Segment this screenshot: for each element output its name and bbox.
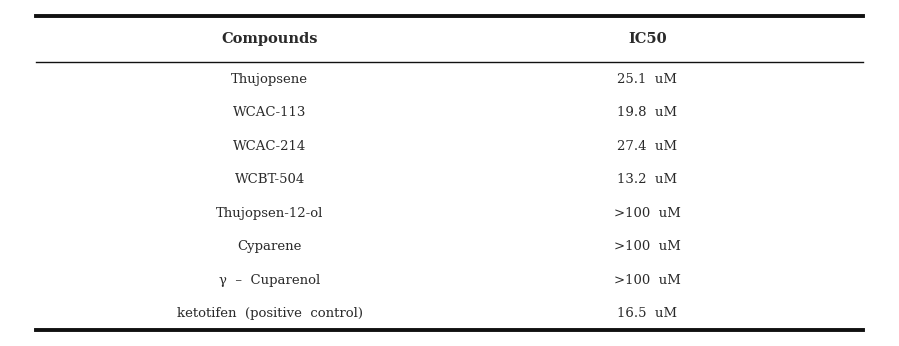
Text: >100  uM: >100 uM <box>614 274 681 286</box>
Text: 19.8  uM: 19.8 uM <box>618 106 677 119</box>
Text: Thujopsene: Thujopsene <box>231 73 308 85</box>
Text: 16.5  uM: 16.5 uM <box>618 307 677 320</box>
Text: WCAC-113: WCAC-113 <box>233 106 307 119</box>
Text: >100  uM: >100 uM <box>614 207 681 220</box>
Text: 13.2  uM: 13.2 uM <box>618 173 677 186</box>
Text: WCAC-214: WCAC-214 <box>233 139 307 153</box>
Text: Compounds: Compounds <box>221 32 318 46</box>
Text: >100  uM: >100 uM <box>614 240 681 253</box>
Text: ketotifen  (positive  control): ketotifen (positive control) <box>177 307 362 320</box>
Text: WCBT-504: WCBT-504 <box>235 173 305 186</box>
Text: 25.1  uM: 25.1 uM <box>618 73 677 85</box>
Text: Cyparene: Cyparene <box>237 240 302 253</box>
Text: IC50: IC50 <box>628 32 666 46</box>
Text: γ  –  Cuparenol: γ – Cuparenol <box>219 274 320 286</box>
Text: 27.4  uM: 27.4 uM <box>618 139 677 153</box>
Text: Thujopsen-12-ol: Thujopsen-12-ol <box>216 207 324 220</box>
